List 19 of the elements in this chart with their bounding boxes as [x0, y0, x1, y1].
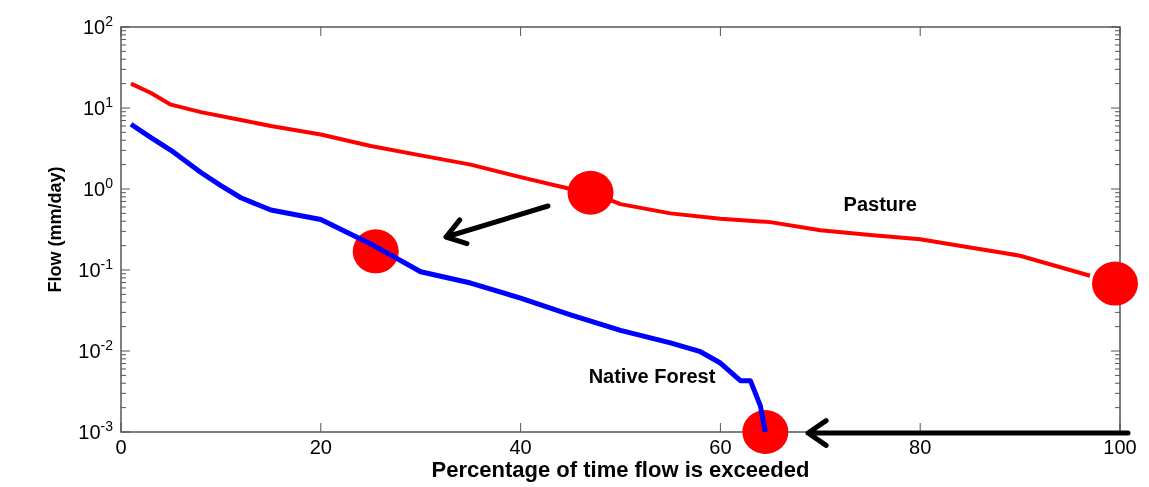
y-tick-label: 10$^{1}$: [82, 94, 114, 119]
x-tick-label: 100: [1103, 436, 1137, 458]
y-tick-label: 10$^{2}$: [82, 13, 114, 38]
x-tick-label: 80: [909, 436, 932, 458]
line-series: [128, 81, 1093, 278]
y-tick-label: 10$^{-2}$: [78, 337, 114, 362]
y-axis-title: Flow (mm/day): [45, 166, 65, 293]
y-tick-label: 10$^{0}$: [82, 175, 114, 200]
x-axis-title: Percentage of time flow is exceeded: [431, 457, 810, 482]
x-tick-label: 20: [309, 436, 332, 458]
point: [742, 410, 789, 454]
y-tick-label: 10$^{-1}$: [78, 256, 114, 281]
series-label: Pasture: [843, 193, 917, 216]
x-tick-label: 40: [509, 436, 532, 458]
x-tick-label: 0: [115, 436, 127, 458]
y-tick-label: 10$^{-3}$: [78, 418, 114, 443]
x-tick-label: 60: [709, 436, 732, 458]
point: [1092, 261, 1139, 306]
series-label: Native Forest: [588, 364, 716, 387]
